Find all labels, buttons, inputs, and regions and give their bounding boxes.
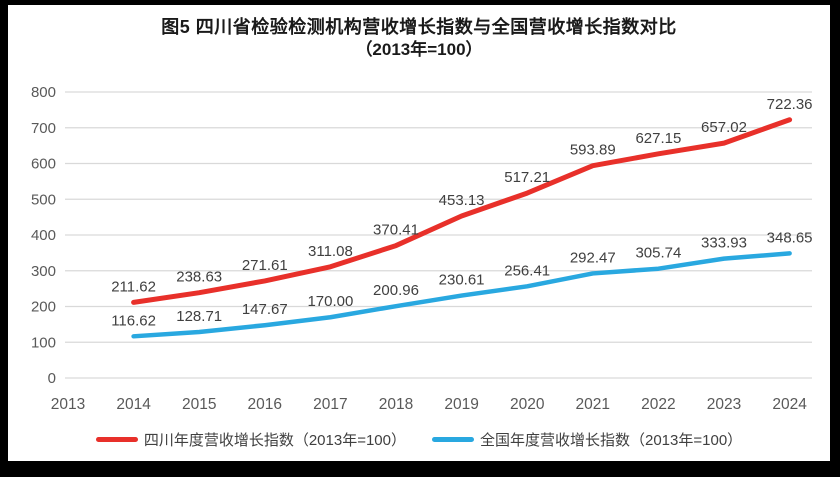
y-axis-tick-label: 200 xyxy=(31,299,56,316)
data-label-sichuan: 657.02 xyxy=(701,119,747,136)
y-axis-tick-label: 300 xyxy=(31,263,56,280)
data-label-sichuan: 722.36 xyxy=(767,96,813,113)
data-label-sichuan: 211.62 xyxy=(111,278,156,295)
y-axis-tick-label: 500 xyxy=(31,191,56,208)
data-label-national: 256.41 xyxy=(504,262,550,279)
legend-label-sichuan: 四川年度营收增长指数（2013年=100） xyxy=(143,432,406,449)
data-label-sichuan: 627.15 xyxy=(635,130,681,147)
y-axis-tick-label: 700 xyxy=(31,120,56,137)
legend-item-national: 全国年度营收增长指数（2013年=100） xyxy=(432,429,742,450)
x-axis-tick-label: 2021 xyxy=(576,396,610,413)
x-axis-tick-label: 2022 xyxy=(641,396,675,413)
x-axis-tick-label: 2013 xyxy=(51,396,85,413)
x-axis-tick-label: 2019 xyxy=(444,396,478,413)
data-label-national: 348.65 xyxy=(767,229,813,246)
series-line-sichuan xyxy=(131,117,793,305)
chart-panel: 图5 四川省检验检测机构营收增长指数与全国营收增长指数对比 （2013年=100… xyxy=(8,5,830,461)
x-axis-tick-label: 2024 xyxy=(772,396,807,413)
data-label-national: 333.93 xyxy=(701,235,747,252)
x-axis-tick-label: 2017 xyxy=(313,396,347,413)
y-axis-tick-label: 600 xyxy=(31,156,56,173)
data-label-national: 170.00 xyxy=(307,293,353,310)
x-axis-tick-label: 2016 xyxy=(248,396,282,413)
data-label-national: 230.61 xyxy=(439,272,485,289)
chart-subtitle: （2013年=100） xyxy=(355,40,483,59)
data-label-national: 292.47 xyxy=(570,249,616,266)
y-axis-tick-label: 400 xyxy=(31,227,56,244)
chart-title-block: 图5 四川省检验检测机构营收增长指数与全国营收增长指数对比 （2013年=100… xyxy=(8,15,830,61)
x-axis-tick-label: 2020 xyxy=(510,396,545,413)
series-line-national xyxy=(131,251,792,339)
data-label-sichuan: 370.41 xyxy=(373,222,419,239)
data-label-national: 305.74 xyxy=(635,245,681,262)
data-label-sichuan: 271.61 xyxy=(242,257,288,274)
x-axis-tick-label: 2014 xyxy=(116,396,151,413)
data-label-sichuan: 453.13 xyxy=(439,192,485,209)
chart-title: 图5 四川省检验检测机构营收增长指数与全国营收增长指数对比 xyxy=(161,17,677,37)
x-axis-tick-label: 2015 xyxy=(182,396,216,413)
data-label-sichuan: 238.63 xyxy=(176,269,222,286)
line-chart-plot: 0 100 200 300 400 500 600 700 800 2013 2014 2015 201… xyxy=(31,84,813,413)
data-label-national: 147.67 xyxy=(242,301,288,318)
data-label-sichuan: 311.08 xyxy=(308,243,353,260)
data-label-national: 128.71 xyxy=(176,308,222,325)
x-axis-tick-label: 2023 xyxy=(707,396,741,413)
data-label-national: 116.62 xyxy=(111,312,156,329)
legend-line-swatch-sichuan xyxy=(95,437,138,442)
legend-item-sichuan: 四川年度营收增长指数（2013年=100） xyxy=(95,429,406,450)
y-axis-tick-label: 0 xyxy=(48,370,56,387)
legend-line-swatch-national xyxy=(432,437,474,442)
data-label-national: 200.96 xyxy=(373,282,419,299)
legend-label-national: 全国年度营收增长指数（2013年=100） xyxy=(480,432,743,449)
data-label-sichuan: 593.89 xyxy=(570,142,616,159)
y-axis-tick-label: 100 xyxy=(31,334,56,351)
legend: 四川年度营收增长指数（2013年=100） 全国年度营收增长指数（2013年=1… xyxy=(8,429,830,450)
data-label-sichuan: 517.21 xyxy=(504,169,550,186)
y-axis-tick-label: 800 xyxy=(31,84,56,101)
x-axis-tick-label: 2018 xyxy=(379,396,413,413)
